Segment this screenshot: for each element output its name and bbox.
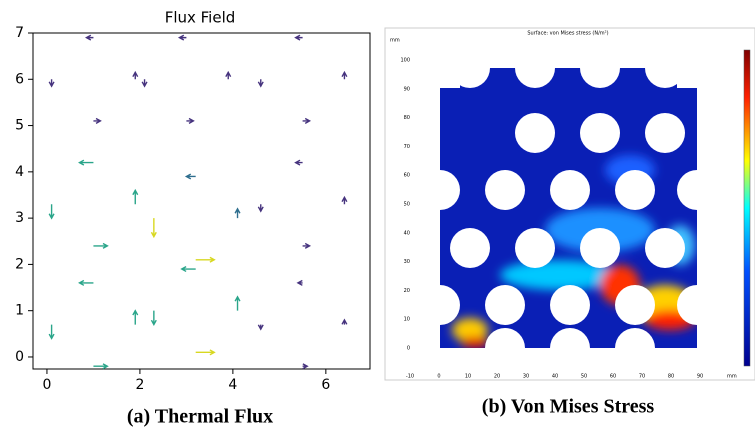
caption: (b) Von Mises Stress <box>482 396 655 418</box>
flux-arrow <box>303 119 310 124</box>
x-tick-label: 10 <box>465 374 471 380</box>
flux-arrow <box>342 197 347 204</box>
x-unit: mm <box>727 374 737 380</box>
x-tick-label: 40 <box>552 374 558 380</box>
flux-arrow <box>226 72 231 79</box>
flux-arrow <box>133 311 138 325</box>
plot-frame <box>33 33 370 369</box>
flux-arrow <box>49 204 54 218</box>
flux-arrow <box>179 35 186 40</box>
flux-arrow <box>186 174 195 179</box>
figure: Flux Field Surface: von Mises stress (N/… <box>0 0 755 439</box>
colorbar <box>744 50 750 366</box>
flux-arrow <box>49 79 54 86</box>
stress-plate <box>420 48 717 368</box>
x-tick-label: 90 <box>697 374 703 380</box>
y-tick-label: 1 <box>15 303 24 319</box>
y-tick-label: 4 <box>15 164 24 180</box>
flux-arrow <box>298 281 303 286</box>
y-tick-label: 100 <box>400 58 410 64</box>
x-tick-label: 60 <box>610 374 616 380</box>
flux-arrow <box>303 243 310 248</box>
x-tick-label: 20 <box>494 374 500 380</box>
y-tick-label: 20 <box>404 288 410 294</box>
image-title: Surface: von Mises stress (N/m²) <box>527 31 608 37</box>
y-tick-label: 6 <box>15 71 24 87</box>
x-tick-label: 80 <box>668 374 674 380</box>
flux-arrow <box>342 320 347 325</box>
y-tick-label: 0 <box>407 346 410 352</box>
y-tick-label: 60 <box>404 173 410 179</box>
flux-arrow <box>151 218 156 237</box>
y-tick-label: 70 <box>404 144 410 150</box>
flux-arrow <box>342 72 347 79</box>
y-tick-label: 50 <box>404 202 410 208</box>
flux-arrow <box>258 79 263 86</box>
flux-arrow <box>235 297 240 311</box>
x-tick-label: 4 <box>228 377 237 393</box>
y-tick-label: 3 <box>15 210 24 226</box>
flux-arrow <box>86 35 93 40</box>
flux-arrow <box>296 160 303 165</box>
x-tick-label: 70 <box>639 374 645 380</box>
x-tick-label: 0 <box>437 374 440 380</box>
flux-arrow <box>93 243 107 248</box>
x-tick-label: 2 <box>135 377 144 393</box>
flux-arrow <box>93 364 107 369</box>
y-tick-label: 7 <box>15 25 24 41</box>
y-tick-label: 40 <box>404 230 410 236</box>
flux-arrow <box>303 364 308 369</box>
x-tick-label: 30 <box>523 374 529 380</box>
flux-arrow <box>196 350 215 355</box>
flux-arrow <box>235 209 240 218</box>
y-tick-label: 30 <box>404 259 410 265</box>
flux-arrow <box>133 72 138 79</box>
y-tick-label: 2 <box>15 256 24 272</box>
flux-arrow <box>186 119 193 124</box>
y-tick-label: 90 <box>404 86 410 92</box>
flux-arrow <box>49 325 54 339</box>
flux-arrow <box>258 325 263 330</box>
chart-title: Flux Field <box>165 9 236 27</box>
flux-arrow <box>182 267 196 272</box>
caption: (a) Thermal Flux <box>127 406 273 428</box>
flux-arrow <box>142 79 147 86</box>
y-unit: mm <box>390 38 400 44</box>
flux-arrow <box>79 281 93 286</box>
y-tick-label: 5 <box>15 118 24 134</box>
x-tick-label: 6 <box>321 377 330 393</box>
x-tick-label: -10 <box>406 374 414 380</box>
y-tick-label: 80 <box>404 115 410 121</box>
flux-arrow <box>151 311 156 325</box>
y-tick-label: 10 <box>404 317 410 323</box>
x-tick-label: 0 <box>42 377 51 393</box>
flux-arrow <box>79 160 93 165</box>
x-tick-label: 50 <box>581 374 587 380</box>
flux-arrow <box>258 204 263 211</box>
y-tick-label: 0 <box>15 349 24 365</box>
flux-arrow <box>133 190 138 204</box>
flux-arrow <box>196 257 215 262</box>
flux-arrow <box>296 35 303 40</box>
flux-arrow <box>93 119 100 124</box>
